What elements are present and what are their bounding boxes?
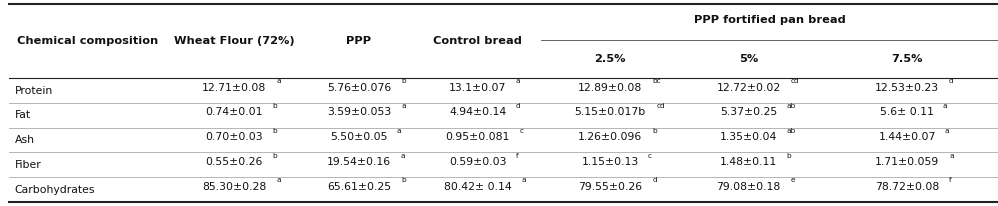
Text: a: a [401,103,405,109]
Text: 5.76±0.076: 5.76±0.076 [326,83,391,93]
Text: Fat: Fat [15,110,31,120]
Text: ab: ab [786,128,795,134]
Text: 1.48±0.11: 1.48±0.11 [721,157,777,167]
Text: e: e [790,177,795,183]
Text: 5.37±0.25: 5.37±0.25 [721,107,777,117]
Text: a: a [396,128,401,134]
Text: a: a [515,78,520,84]
Text: a: a [401,153,405,159]
Text: 79.08±0.18: 79.08±0.18 [717,181,780,192]
Text: 12.53±0.23: 12.53±0.23 [875,83,939,93]
Text: b: b [401,177,405,183]
Text: 4.94±0.14: 4.94±0.14 [449,107,506,117]
Text: Control bread: Control bread [433,36,522,46]
Text: 1.15±0.13: 1.15±0.13 [582,157,639,167]
Text: 1.26±0.096: 1.26±0.096 [578,132,643,142]
Text: 5%: 5% [740,54,758,64]
Text: bc: bc [653,78,661,84]
Text: 0.95±0.081: 0.95±0.081 [445,132,510,142]
Text: d: d [949,78,954,84]
Text: cd: cd [790,78,799,84]
Text: b: b [272,128,276,134]
Text: a: a [945,128,949,134]
Text: 12.89±0.08: 12.89±0.08 [578,83,643,93]
Text: a: a [276,78,281,84]
Text: 2.5%: 2.5% [595,54,626,64]
Text: 5.15±0.017b: 5.15±0.017b [575,107,646,117]
Text: 79.55±0.26: 79.55±0.26 [578,181,643,192]
Text: PPP: PPP [346,36,371,46]
Text: Fiber: Fiber [15,160,42,170]
Text: d: d [515,103,520,109]
Text: b: b [272,153,276,159]
Text: a: a [522,177,527,183]
Text: a: a [949,153,954,159]
Text: 0.74±0.01: 0.74±0.01 [206,107,263,117]
Text: 80.42± 0.14: 80.42± 0.14 [444,181,512,192]
Text: 85.30±0.28: 85.30±0.28 [203,181,266,192]
Text: PPP fortified pan bread: PPP fortified pan bread [694,15,845,25]
Text: 12.71±0.08: 12.71±0.08 [203,83,266,93]
Text: 5.6± 0.11: 5.6± 0.11 [880,107,934,117]
Text: Chemical composition: Chemical composition [17,36,159,46]
Text: a: a [276,177,281,183]
Text: d: d [653,177,657,183]
Text: b: b [786,153,791,159]
Text: b: b [401,78,405,84]
Text: 1.44±0.07: 1.44±0.07 [878,132,936,142]
Text: c: c [648,153,652,159]
Text: 0.59±0.03: 0.59±0.03 [449,157,506,167]
Text: 3.59±0.053: 3.59±0.053 [326,107,391,117]
Text: Protein: Protein [15,86,53,96]
Text: 65.61±0.25: 65.61±0.25 [327,181,391,192]
Text: f: f [515,153,518,159]
Text: b: b [653,128,657,134]
Text: 5.50±0.05: 5.50±0.05 [330,132,387,142]
Text: 19.54±0.16: 19.54±0.16 [327,157,391,167]
Text: Carbohydrates: Carbohydrates [15,185,95,194]
Text: ab: ab [786,103,795,109]
Text: 78.72±0.08: 78.72±0.08 [875,181,939,192]
Text: 0.55±0.26: 0.55±0.26 [206,157,263,167]
Text: b: b [272,103,276,109]
Text: Wheat Flour (72%): Wheat Flour (72%) [174,36,294,46]
Text: 12.72±0.02: 12.72±0.02 [717,83,780,93]
Text: Ash: Ash [15,135,35,145]
Text: 13.1±0.07: 13.1±0.07 [449,83,506,93]
Text: a: a [942,103,947,109]
Text: 1.71±0.059: 1.71±0.059 [875,157,939,167]
Text: 0.70±0.03: 0.70±0.03 [206,132,263,142]
Text: 7.5%: 7.5% [891,54,923,64]
Text: 1.35±0.04: 1.35±0.04 [720,132,777,142]
Text: f: f [949,177,952,183]
Text: cd: cd [657,103,666,109]
Text: c: c [520,128,524,134]
